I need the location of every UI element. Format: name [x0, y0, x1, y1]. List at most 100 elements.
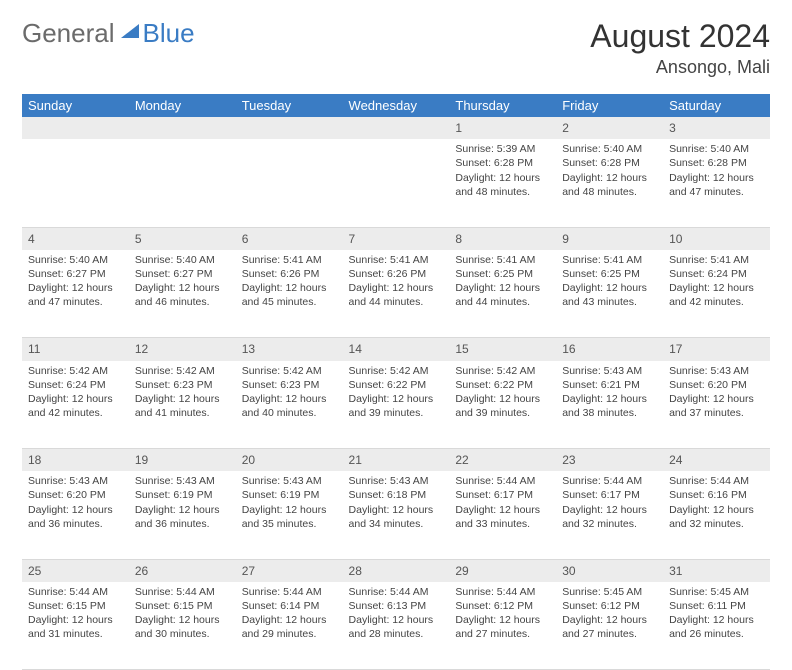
day-details: Sunrise: 5:44 AMSunset: 6:12 PMDaylight:… — [449, 582, 556, 648]
day-details: Sunrise: 5:43 AMSunset: 6:21 PMDaylight:… — [556, 361, 663, 427]
day-header: Sunday — [22, 94, 129, 117]
day-cell: Sunrise: 5:44 AMSunset: 6:17 PMDaylight:… — [556, 471, 663, 559]
day-details: Sunrise: 5:41 AMSunset: 6:25 PMDaylight:… — [449, 250, 556, 316]
brand-general: General — [22, 18, 115, 49]
day-cell: Sunrise: 5:44 AMSunset: 6:15 PMDaylight:… — [22, 582, 129, 670]
day-cell: Sunrise: 5:45 AMSunset: 6:12 PMDaylight:… — [556, 582, 663, 670]
day-number: 19 — [129, 449, 236, 472]
daynum-row: 25262728293031 — [22, 559, 770, 582]
day-details: Sunrise: 5:44 AMSunset: 6:16 PMDaylight:… — [663, 471, 770, 537]
day-cell: Sunrise: 5:43 AMSunset: 6:21 PMDaylight:… — [556, 361, 663, 449]
day-number: 8 — [449, 227, 556, 250]
day-cell: Sunrise: 5:39 AMSunset: 6:28 PMDaylight:… — [449, 139, 556, 227]
day-cell: Sunrise: 5:43 AMSunset: 6:20 PMDaylight:… — [22, 471, 129, 559]
day-details: Sunrise: 5:42 AMSunset: 6:24 PMDaylight:… — [22, 361, 129, 427]
day-number: 9 — [556, 227, 663, 250]
day-number: 21 — [343, 449, 450, 472]
day-cell: Sunrise: 5:42 AMSunset: 6:22 PMDaylight:… — [343, 361, 450, 449]
day-details: Sunrise: 5:44 AMSunset: 6:14 PMDaylight:… — [236, 582, 343, 648]
day-cell: Sunrise: 5:40 AMSunset: 6:28 PMDaylight:… — [556, 139, 663, 227]
day-cell: Sunrise: 5:44 AMSunset: 6:14 PMDaylight:… — [236, 582, 343, 670]
day-number: 13 — [236, 338, 343, 361]
daynum-row: 11121314151617 — [22, 338, 770, 361]
brand-logo: General Blue — [22, 18, 195, 49]
day-cell — [22, 139, 129, 227]
day-details: Sunrise: 5:40 AMSunset: 6:27 PMDaylight:… — [22, 250, 129, 316]
day-details: Sunrise: 5:45 AMSunset: 6:11 PMDaylight:… — [663, 582, 770, 648]
page-title: August 2024 — [590, 18, 770, 55]
day-number: 30 — [556, 559, 663, 582]
day-number: 3 — [663, 117, 770, 139]
day-number: 2 — [556, 117, 663, 139]
day-cell: Sunrise: 5:41 AMSunset: 6:25 PMDaylight:… — [556, 250, 663, 338]
day-cell: Sunrise: 5:40 AMSunset: 6:27 PMDaylight:… — [129, 250, 236, 338]
day-number: 25 — [22, 559, 129, 582]
day-number: 27 — [236, 559, 343, 582]
day-header-row: SundayMondayTuesdayWednesdayThursdayFrid… — [22, 94, 770, 117]
day-details: Sunrise: 5:39 AMSunset: 6:28 PMDaylight:… — [449, 139, 556, 205]
day-details: Sunrise: 5:41 AMSunset: 6:24 PMDaylight:… — [663, 250, 770, 316]
day-details: Sunrise: 5:44 AMSunset: 6:15 PMDaylight:… — [129, 582, 236, 648]
day-details: Sunrise: 5:40 AMSunset: 6:28 PMDaylight:… — [556, 139, 663, 205]
day-cell: Sunrise: 5:41 AMSunset: 6:24 PMDaylight:… — [663, 250, 770, 338]
day-header: Friday — [556, 94, 663, 117]
day-number: 11 — [22, 338, 129, 361]
day-number: 4 — [22, 227, 129, 250]
day-details: Sunrise: 5:42 AMSunset: 6:23 PMDaylight:… — [236, 361, 343, 427]
day-number: 17 — [663, 338, 770, 361]
day-details: Sunrise: 5:40 AMSunset: 6:28 PMDaylight:… — [663, 139, 770, 205]
day-cell: Sunrise: 5:40 AMSunset: 6:28 PMDaylight:… — [663, 139, 770, 227]
day-number: 22 — [449, 449, 556, 472]
header: General Blue August 2024 Ansongo, Mali — [22, 18, 770, 78]
day-details: Sunrise: 5:43 AMSunset: 6:18 PMDaylight:… — [343, 471, 450, 537]
day-cell — [236, 139, 343, 227]
day-details: Sunrise: 5:41 AMSunset: 6:26 PMDaylight:… — [236, 250, 343, 316]
content-row: Sunrise: 5:40 AMSunset: 6:27 PMDaylight:… — [22, 250, 770, 338]
day-header: Saturday — [663, 94, 770, 117]
daynum-row: 45678910 — [22, 227, 770, 250]
day-cell: Sunrise: 5:44 AMSunset: 6:16 PMDaylight:… — [663, 471, 770, 559]
day-cell — [129, 139, 236, 227]
day-number: 28 — [343, 559, 450, 582]
day-details: Sunrise: 5:44 AMSunset: 6:15 PMDaylight:… — [22, 582, 129, 648]
day-number — [129, 117, 236, 139]
day-number: 31 — [663, 559, 770, 582]
calendar-body: 123Sunrise: 5:39 AMSunset: 6:28 PMDaylig… — [22, 117, 770, 670]
day-number: 15 — [449, 338, 556, 361]
location-label: Ansongo, Mali — [590, 57, 770, 78]
content-row: Sunrise: 5:42 AMSunset: 6:24 PMDaylight:… — [22, 361, 770, 449]
day-number — [236, 117, 343, 139]
day-number: 12 — [129, 338, 236, 361]
day-cell: Sunrise: 5:41 AMSunset: 6:25 PMDaylight:… — [449, 250, 556, 338]
day-number: 29 — [449, 559, 556, 582]
day-header: Thursday — [449, 94, 556, 117]
day-cell: Sunrise: 5:43 AMSunset: 6:19 PMDaylight:… — [236, 471, 343, 559]
day-cell: Sunrise: 5:41 AMSunset: 6:26 PMDaylight:… — [343, 250, 450, 338]
day-number: 18 — [22, 449, 129, 472]
day-number: 10 — [663, 227, 770, 250]
day-number — [22, 117, 129, 139]
day-details: Sunrise: 5:41 AMSunset: 6:26 PMDaylight:… — [343, 250, 450, 316]
day-details: Sunrise: 5:42 AMSunset: 6:22 PMDaylight:… — [343, 361, 450, 427]
calendar-table: SundayMondayTuesdayWednesdayThursdayFrid… — [22, 94, 770, 670]
day-cell: Sunrise: 5:43 AMSunset: 6:18 PMDaylight:… — [343, 471, 450, 559]
day-cell: Sunrise: 5:42 AMSunset: 6:24 PMDaylight:… — [22, 361, 129, 449]
day-number — [343, 117, 450, 139]
day-details: Sunrise: 5:45 AMSunset: 6:12 PMDaylight:… — [556, 582, 663, 648]
daynum-row: 123 — [22, 117, 770, 139]
day-cell — [343, 139, 450, 227]
daynum-row: 18192021222324 — [22, 449, 770, 472]
day-number: 20 — [236, 449, 343, 472]
day-number: 5 — [129, 227, 236, 250]
title-block: August 2024 Ansongo, Mali — [590, 18, 770, 78]
day-cell: Sunrise: 5:42 AMSunset: 6:23 PMDaylight:… — [129, 361, 236, 449]
content-row: Sunrise: 5:44 AMSunset: 6:15 PMDaylight:… — [22, 582, 770, 670]
day-cell: Sunrise: 5:44 AMSunset: 6:12 PMDaylight:… — [449, 582, 556, 670]
day-details: Sunrise: 5:40 AMSunset: 6:27 PMDaylight:… — [129, 250, 236, 316]
day-details: Sunrise: 5:43 AMSunset: 6:19 PMDaylight:… — [236, 471, 343, 537]
day-details: Sunrise: 5:44 AMSunset: 6:17 PMDaylight:… — [449, 471, 556, 537]
day-cell: Sunrise: 5:44 AMSunset: 6:13 PMDaylight:… — [343, 582, 450, 670]
day-cell: Sunrise: 5:42 AMSunset: 6:23 PMDaylight:… — [236, 361, 343, 449]
day-details: Sunrise: 5:41 AMSunset: 6:25 PMDaylight:… — [556, 250, 663, 316]
content-row: Sunrise: 5:39 AMSunset: 6:28 PMDaylight:… — [22, 139, 770, 227]
